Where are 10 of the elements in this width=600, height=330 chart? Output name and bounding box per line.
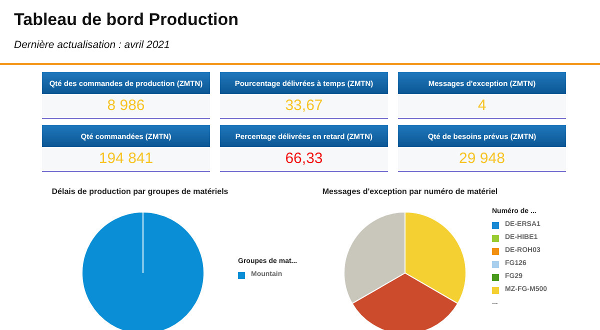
- text: Tableau de bord Production: [14, 10, 238, 30]
- chart-title: Délais de production par groupes de matériels: [50, 187, 230, 196]
- text: 33,67: [285, 97, 323, 114]
- text: 194 841: [98, 150, 154, 167]
- text: 4: [478, 97, 486, 114]
- text: 29 948: [459, 150, 505, 167]
- text: 8 986: [107, 97, 145, 114]
- chart-title: Messages d'exception par numéro de matériel: [321, 187, 499, 196]
- text: 66,33: [285, 150, 323, 167]
- text: Dernière actualisation : avril 2021: [14, 39, 170, 51]
